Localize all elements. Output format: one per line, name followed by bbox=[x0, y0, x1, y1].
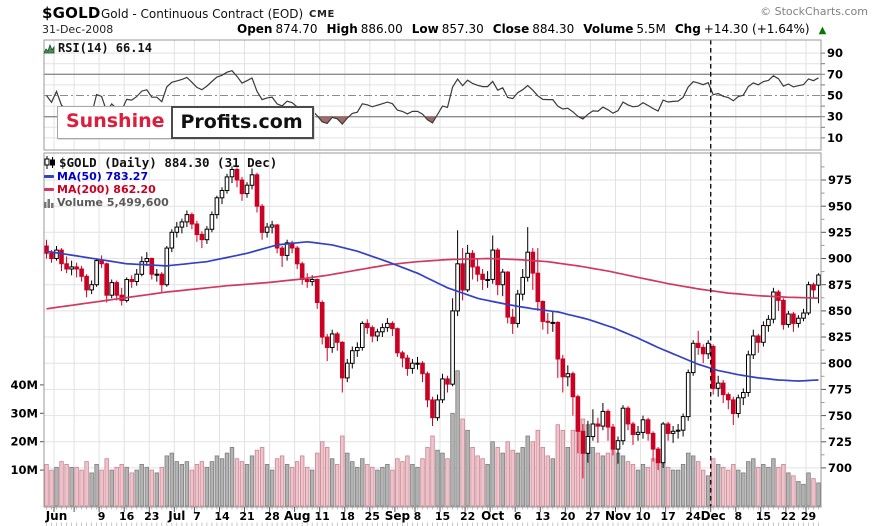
svg-text:16: 16 bbox=[119, 510, 135, 523]
svg-text:825: 825 bbox=[828, 330, 852, 344]
svg-text:Jul: Jul bbox=[167, 509, 185, 523]
svg-text:900: 900 bbox=[828, 252, 852, 266]
svg-text:750: 750 bbox=[828, 409, 852, 423]
svg-text:20: 20 bbox=[560, 510, 576, 523]
exchange-label: CME bbox=[309, 8, 335, 20]
low-label: Low bbox=[411, 21, 439, 36]
quote-row: Open 874.70 High 886.00 Low 857.30 Close 884.30… bbox=[237, 22, 826, 36]
svg-text:23: 23 bbox=[144, 510, 159, 523]
svg-text:Dec: Dec bbox=[701, 509, 726, 523]
svg-text:10: 10 bbox=[635, 510, 651, 523]
volume-bars-icon bbox=[44, 198, 54, 208]
svg-text:975: 975 bbox=[828, 173, 852, 187]
svg-text:22: 22 bbox=[460, 510, 475, 523]
symbol-description: Gold - Continuous Contract (EOD) bbox=[101, 7, 304, 21]
legend-title: $GOLD (Daily) 884.30 (31 Dec) bbox=[59, 155, 278, 170]
svg-text:13: 13 bbox=[535, 510, 550, 523]
watermark-part2: Profits.com bbox=[170, 106, 314, 139]
svg-text:Aug: Aug bbox=[284, 509, 310, 523]
svg-text:Nov: Nov bbox=[605, 509, 631, 523]
legend-ma200: MA(200) 862.20 bbox=[57, 183, 156, 196]
svg-text:28: 28 bbox=[264, 510, 279, 523]
svg-text:850: 850 bbox=[828, 304, 852, 318]
svg-text:Oct: Oct bbox=[481, 509, 504, 523]
close-value: 884.30 bbox=[532, 21, 575, 36]
svg-text:40M: 40M bbox=[11, 378, 38, 392]
svg-text:11: 11 bbox=[315, 510, 330, 523]
svg-text:25: 25 bbox=[365, 510, 380, 523]
high-label: High bbox=[326, 21, 358, 36]
main-legend: $GOLD (Daily) 884.30 (31 Dec) MA(50) 783… bbox=[44, 155, 277, 209]
svg-text:14: 14 bbox=[214, 510, 230, 523]
up-triangle-icon: ▲ bbox=[818, 24, 827, 36]
legend-volume: Volume 5,499,600 bbox=[57, 196, 169, 209]
symbol: $GOLD bbox=[42, 4, 101, 22]
svg-text:10M: 10M bbox=[11, 463, 38, 477]
svg-text:17: 17 bbox=[660, 510, 675, 523]
copyright: © StockCharts.com bbox=[760, 5, 868, 18]
svg-text:8: 8 bbox=[414, 510, 422, 523]
rsi-area-icon bbox=[44, 43, 55, 53]
watermark-logo: Sunshine Profits.com bbox=[57, 106, 314, 139]
svg-text:700: 700 bbox=[828, 461, 852, 475]
svg-text:22: 22 bbox=[781, 510, 796, 523]
watermark-part1: Sunshine bbox=[66, 110, 165, 132]
volume-label: Volume bbox=[583, 21, 634, 36]
svg-text:50: 50 bbox=[827, 89, 843, 103]
svg-text:9: 9 bbox=[98, 510, 106, 523]
svg-text:950: 950 bbox=[828, 199, 852, 213]
legend-volume-row: Volume 5,499,600 bbox=[44, 196, 277, 209]
svg-text:875: 875 bbox=[828, 278, 852, 292]
rsi-legend: RSI(14) 66.14 bbox=[44, 41, 152, 55]
svg-text:27: 27 bbox=[585, 510, 600, 523]
svg-text:70: 70 bbox=[827, 67, 843, 81]
chg-value: +14.30 (+1.64%) bbox=[703, 21, 810, 36]
svg-text:925: 925 bbox=[828, 226, 852, 240]
close-label: Close bbox=[492, 21, 530, 36]
svg-text:725: 725 bbox=[828, 435, 852, 449]
rsi-label-text: RSI(14) 66.14 bbox=[58, 41, 152, 55]
candlestick-icon bbox=[44, 156, 55, 169]
svg-text:8: 8 bbox=[734, 510, 742, 523]
svg-text:Jun: Jun bbox=[45, 509, 68, 523]
svg-text:21: 21 bbox=[239, 510, 254, 523]
legend-ma50-row: MA(50) 783.27 bbox=[44, 170, 277, 183]
low-value: 857.30 bbox=[441, 21, 484, 36]
chg-label: Chg bbox=[674, 21, 701, 36]
open-value: 874.70 bbox=[275, 21, 318, 36]
svg-text:775: 775 bbox=[828, 383, 852, 397]
svg-text:15: 15 bbox=[756, 510, 771, 523]
open-label: Open bbox=[237, 21, 273, 36]
quote-date: 31-Dec-2008 bbox=[42, 23, 114, 36]
svg-text:18: 18 bbox=[340, 510, 355, 523]
ma200-line-icon bbox=[44, 188, 54, 191]
svg-text:90: 90 bbox=[827, 46, 843, 60]
svg-text:15: 15 bbox=[435, 510, 450, 523]
svg-text:29: 29 bbox=[801, 510, 816, 523]
legend-ma50: MA(50) 783.27 bbox=[57, 170, 149, 183]
svg-text:20M: 20M bbox=[11, 435, 38, 449]
svg-text:30: 30 bbox=[827, 110, 843, 124]
svg-text:6: 6 bbox=[514, 510, 522, 523]
legend-ma200-row: MA(200) 862.20 bbox=[44, 183, 277, 196]
svg-text:30M: 30M bbox=[11, 406, 38, 420]
high-value: 886.00 bbox=[360, 21, 403, 36]
svg-text:Sep: Sep bbox=[385, 509, 411, 523]
volume-value: 5.5M bbox=[636, 21, 666, 36]
svg-text:24: 24 bbox=[686, 510, 702, 523]
legend-title-row: $GOLD (Daily) 884.30 (31 Dec) bbox=[44, 155, 277, 170]
ma50-line-icon bbox=[44, 175, 54, 178]
svg-text:10: 10 bbox=[827, 131, 843, 145]
svg-text:7: 7 bbox=[193, 510, 201, 523]
svg-text:800: 800 bbox=[828, 356, 852, 370]
